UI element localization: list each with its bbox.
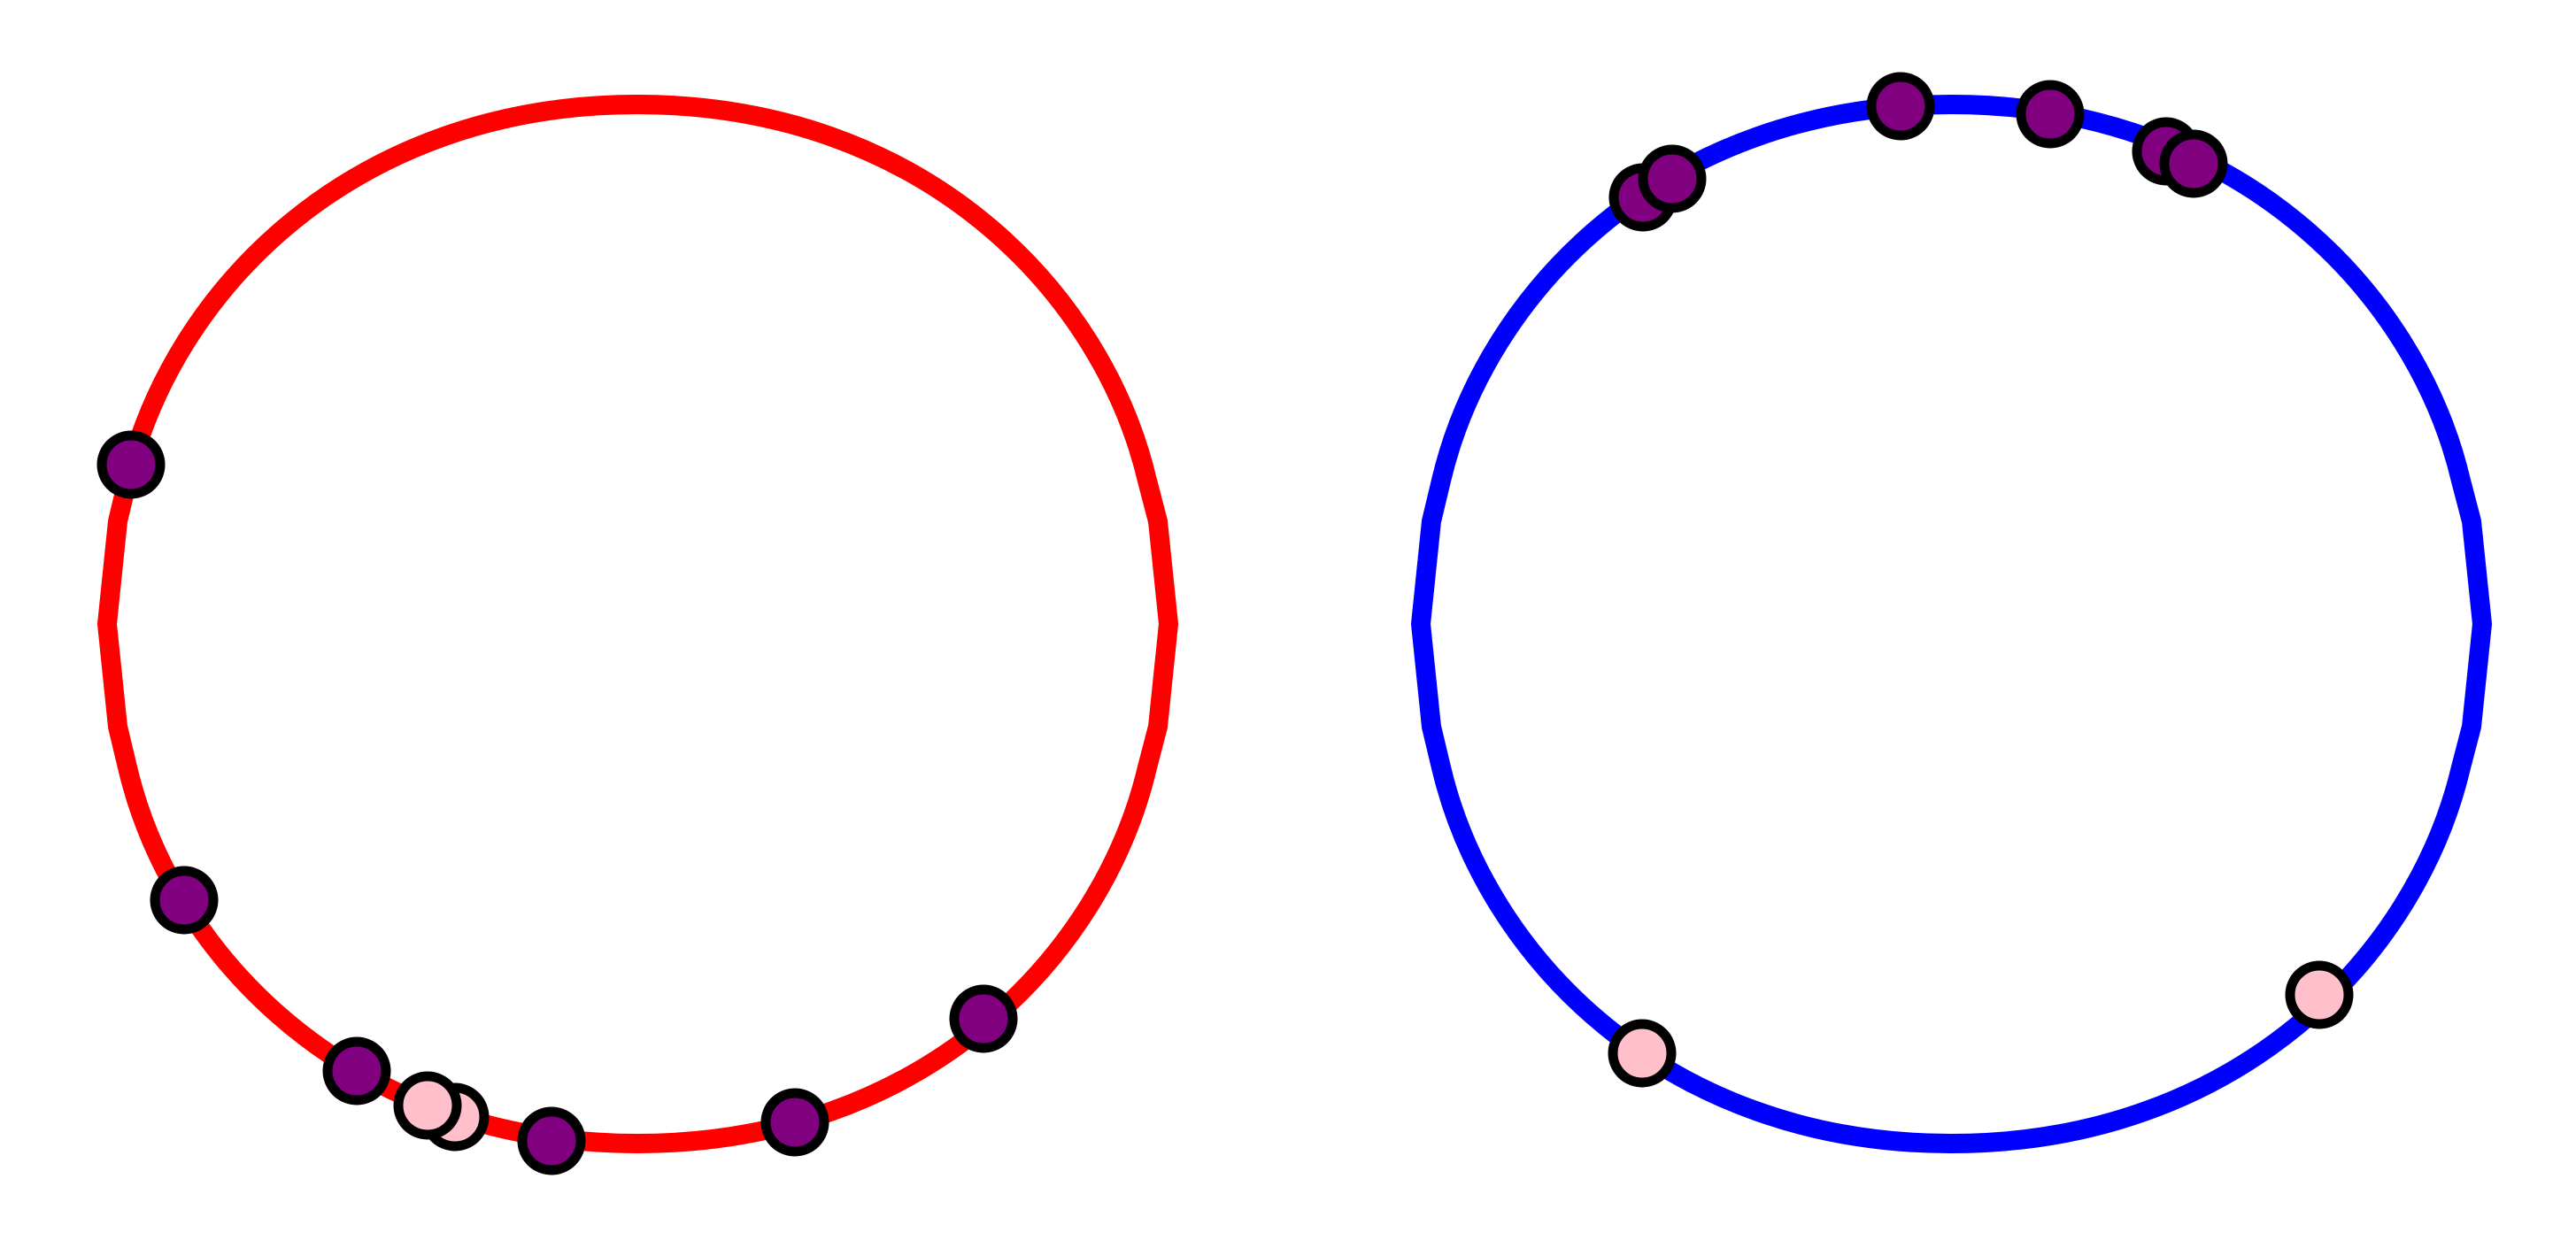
left-ring-point	[949, 984, 1018, 1053]
right-ring-group	[1411, 72, 2492, 1153]
left-ring-point	[322, 1036, 391, 1105]
right-ring-points	[1608, 72, 2354, 1088]
left-ring-group	[96, 95, 1178, 1175]
left-ring-points	[96, 430, 1018, 1175]
left-ring-point	[393, 1071, 462, 1140]
right-ring-point	[1638, 144, 1707, 213]
right-ring-point	[2159, 129, 2228, 198]
left-ring-point	[760, 1088, 829, 1157]
right-ring-point	[1866, 72, 1935, 141]
left-ring-point	[96, 430, 166, 499]
right-ring-point	[2016, 80, 2085, 149]
left-ring-point	[517, 1106, 586, 1175]
left-ring-point	[150, 866, 219, 935]
right-ring-point	[1608, 1019, 1677, 1088]
right-ring-point	[2285, 960, 2354, 1029]
